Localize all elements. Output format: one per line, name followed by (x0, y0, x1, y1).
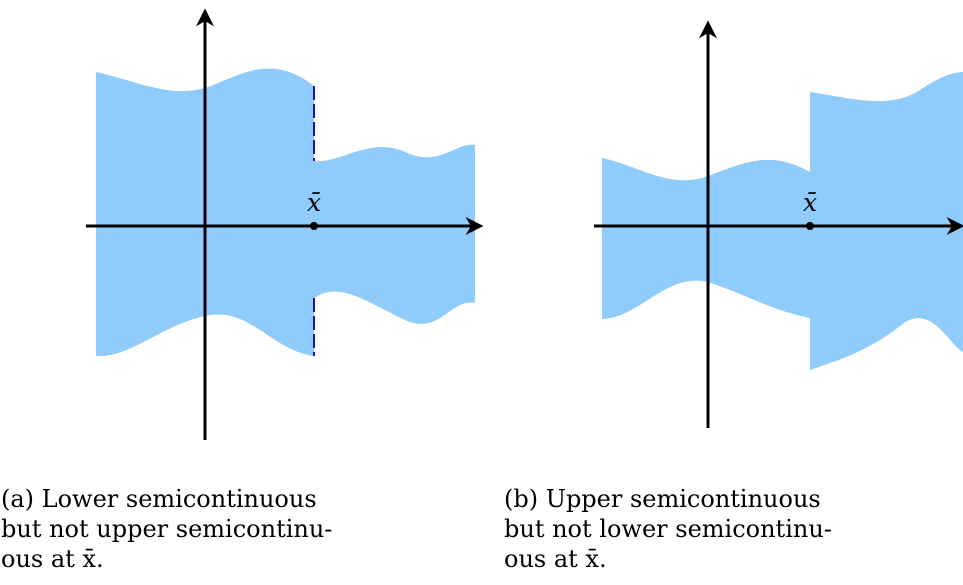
panel-a-caption: (a) Lower semicontinuous but not upper s… (1, 484, 431, 574)
caption-line: but not upper semicontinu- (1, 515, 333, 543)
figure: x̄ x̄ (86, 8, 963, 440)
panel-a-diagram: x̄ (86, 8, 484, 440)
panel-a-point-label: x̄ (307, 188, 321, 217)
panel-b-point-marker (806, 222, 814, 230)
panel-b-caption: (b) Upper semicontinuous but not lower s… (504, 484, 934, 574)
panel-b-region-left (602, 158, 810, 319)
caption-line: but not lower semicontinu- (504, 515, 832, 543)
panel-a-region-right (314, 144, 475, 324)
caption-line: (a) Lower semicontinuous (1, 485, 317, 513)
panel-b-diagram: x̄ (594, 20, 963, 428)
panel-b-region-right (810, 72, 963, 370)
caption-line: (b) Upper semicontinuous (504, 485, 821, 513)
caption-line: ous at x̄. (504, 545, 607, 573)
panel-a-point-marker (310, 222, 318, 230)
caption-line: ous at x̄. (1, 545, 104, 573)
panel-b-point-label: x̄ (803, 188, 817, 217)
